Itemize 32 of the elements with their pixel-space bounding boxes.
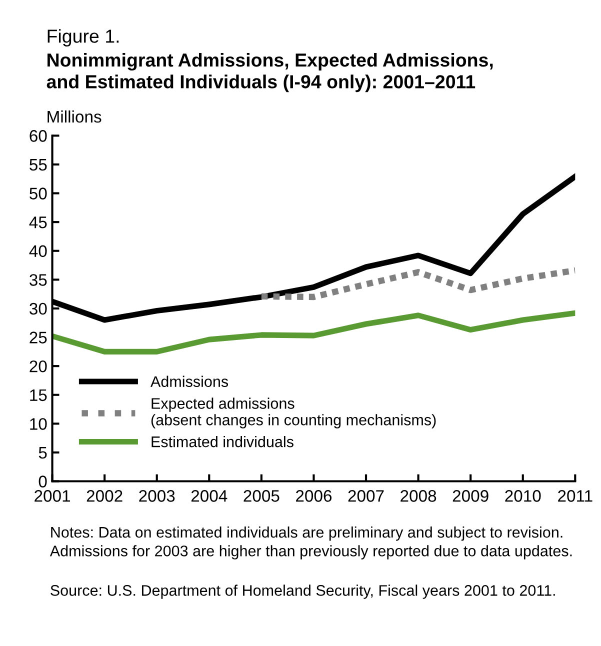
y-tick-label: 60 [30,130,47,142]
legend-label: Admissions [150,376,228,387]
x-tick-label: 2004 [191,490,228,502]
y-tick-label: 30 [30,302,47,315]
y-tick-label: 10 [30,418,47,430]
y-tick-label: 0 [38,476,47,488]
y-tick-label: 20 [30,360,47,372]
y-tick-label: 5 [38,447,47,459]
y-tick-label: 15 [30,389,47,402]
y-tick-label: 35 [30,274,47,286]
source-note: Source: U.S. Department of Homeland Security, Fiscal years 2001 to 2011. [50,584,555,599]
y-tick-label: 50 [30,188,47,200]
y-tick-label: 55 [30,159,47,171]
x-tick-label: 2003 [139,490,175,502]
text: Notes: Data on estimated individuals are preliminary and subject to revision. Admissions for 2003 are higher than previously reported due to data updates. [50,526,572,560]
chart-title: Nonimmigrant Admissions, Expected Admissions, and Estimated Individuals (I-94 only): 2001–2011 [46,52,493,92]
x-tick-label: 2006 [296,490,332,502]
x-tick-label: 2002 [86,490,122,502]
x-tick-label: 2001 [34,490,70,502]
x-tick-label: 2007 [348,490,384,502]
x-tick-label: 2009 [452,490,488,502]
y-tick-label: 45 [29,216,47,228]
y-axis-title: Millions [48,110,102,123]
x-tick-label: 2010 [505,490,541,502]
x-tick-label: 2005 [244,490,280,502]
legend-label: Estimated individuals [152,436,294,448]
chart-subtitle: Figure 1. [48,29,119,47]
x-tick-label: 2008 [400,490,436,502]
y-tick-label: 40 [29,245,47,258]
y-tick-label: 25 [30,332,47,344]
legend-label: Expected admissions (absent changes in counting mechanisms) [151,398,436,428]
x-tick-label: 2011 [558,490,592,502]
